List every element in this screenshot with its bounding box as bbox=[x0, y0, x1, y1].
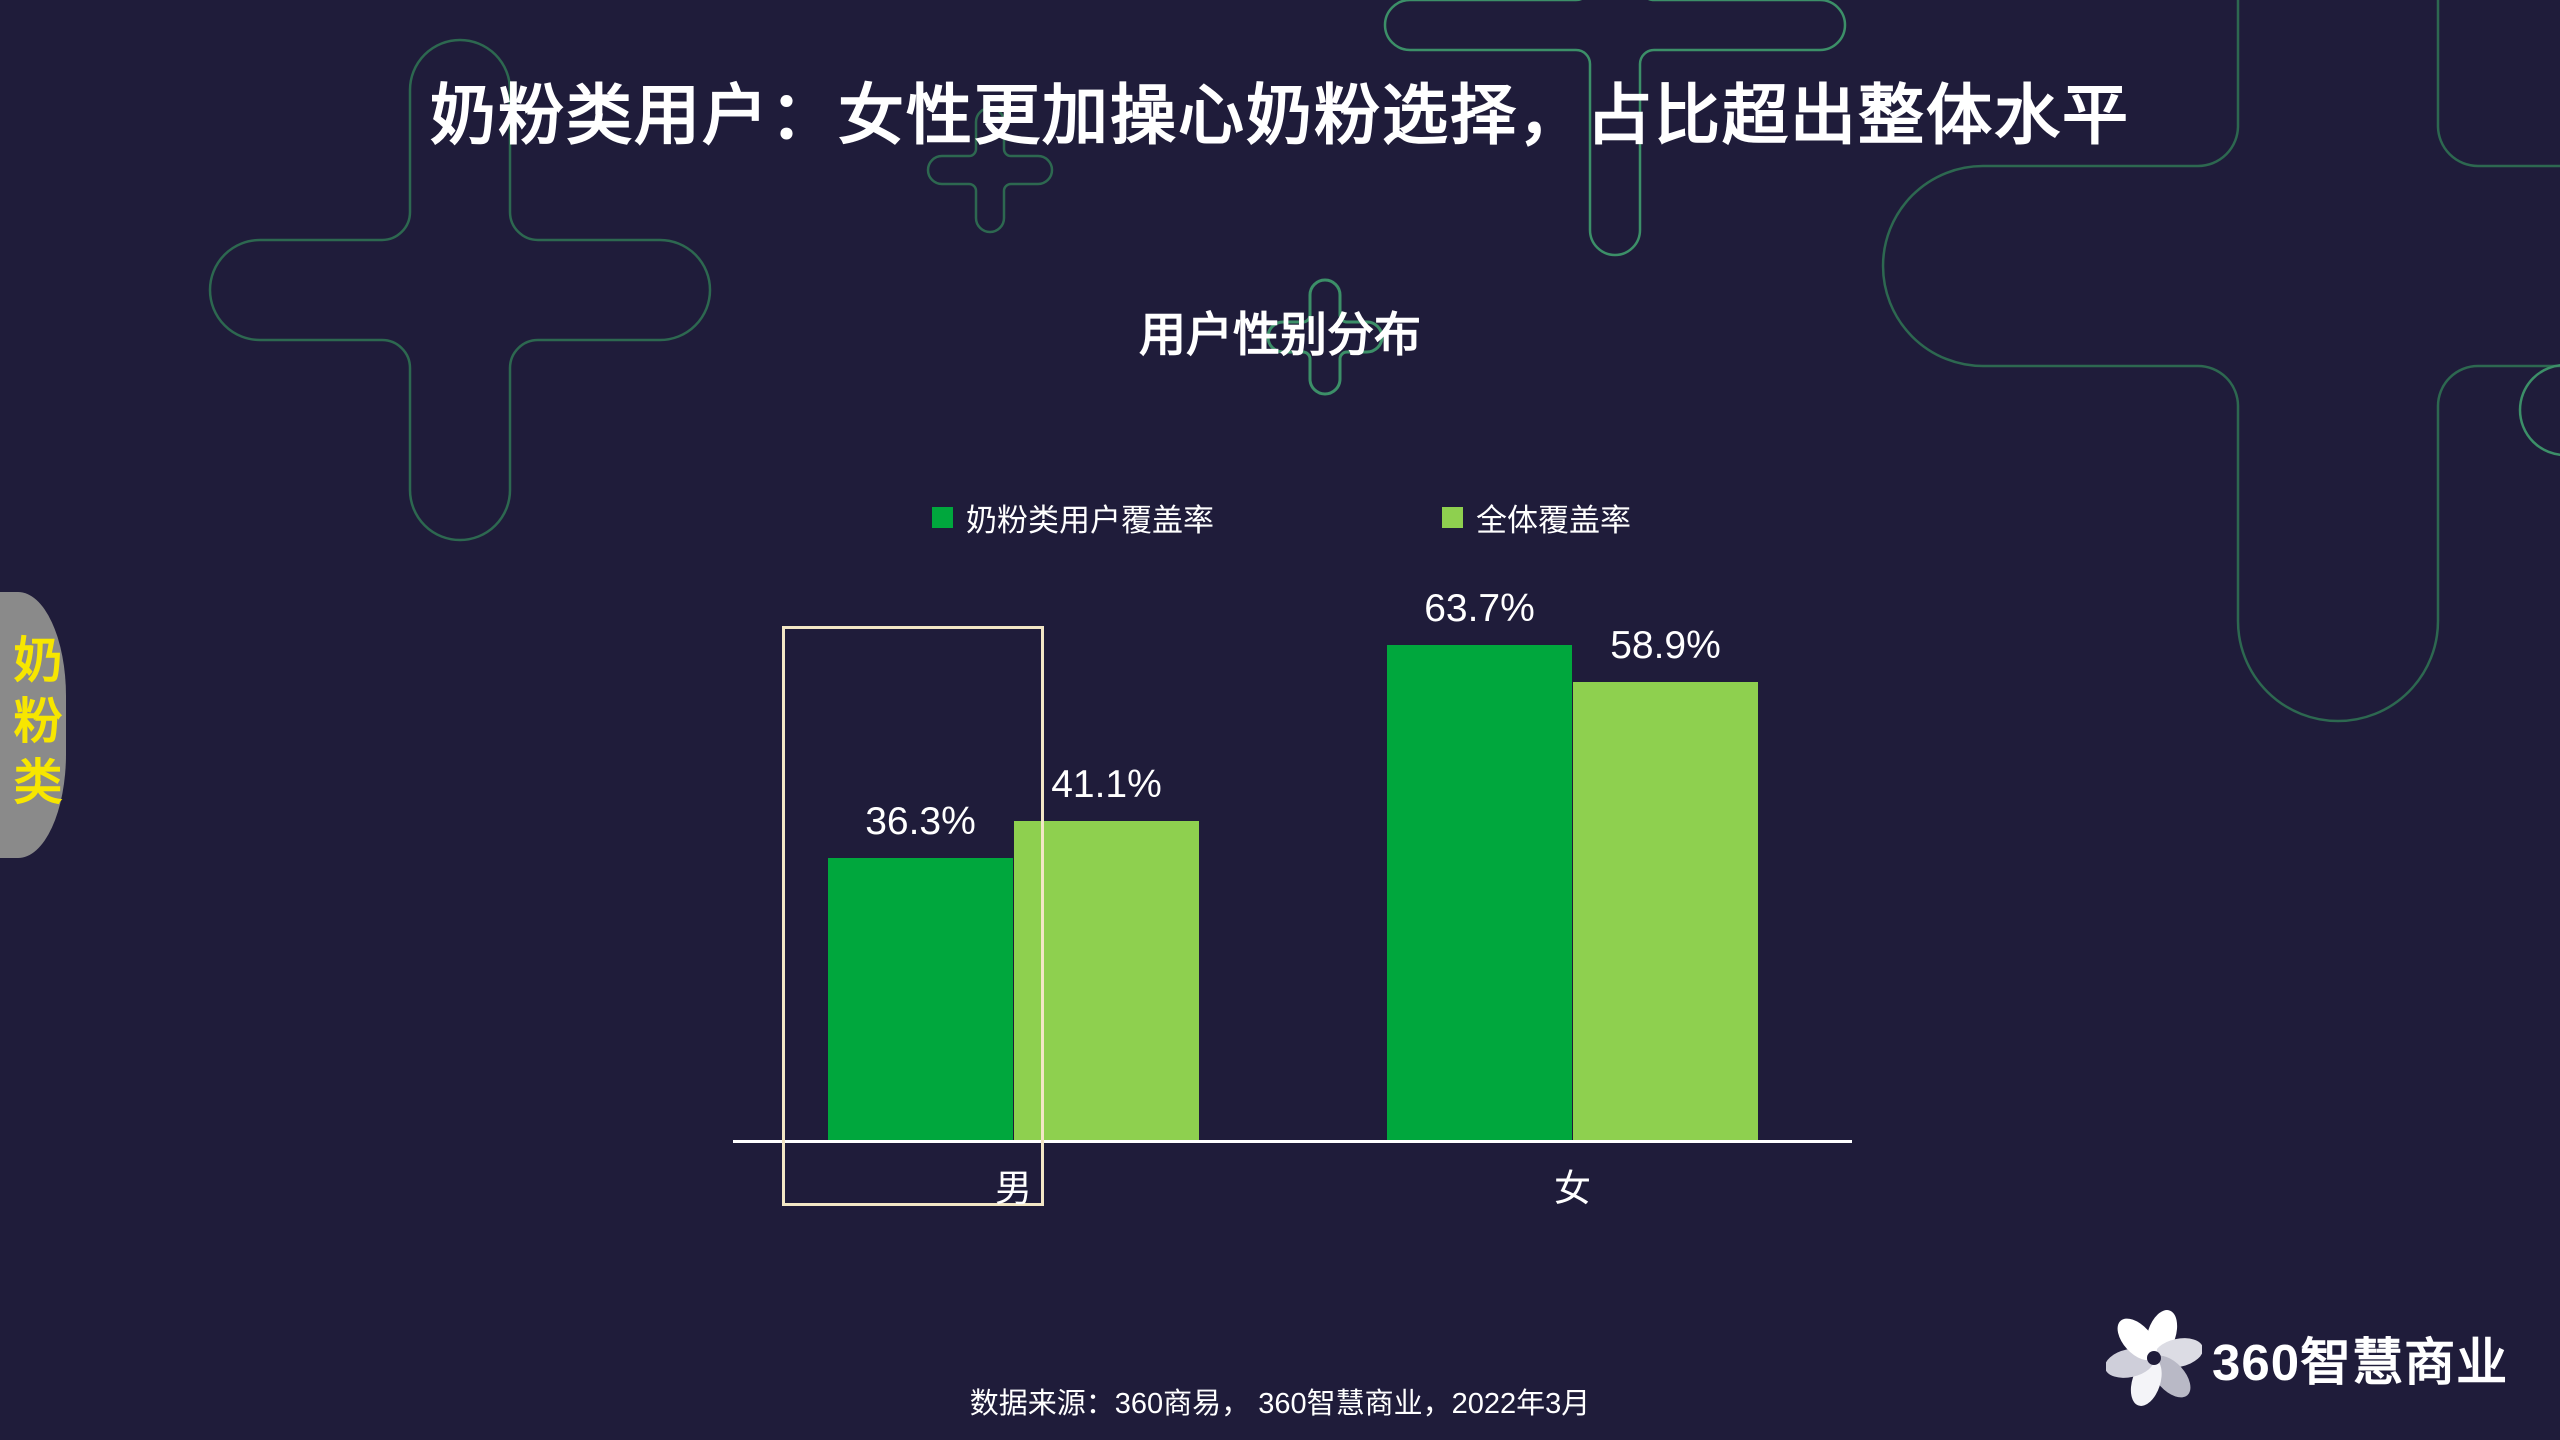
edge-circle-decor bbox=[2518, 364, 2560, 456]
360-flower-icon bbox=[2106, 1310, 2202, 1406]
bar-value-label: 41.1% bbox=[1051, 763, 1162, 806]
brand-logo-text: 360智慧商业 bbox=[2212, 1334, 2509, 1391]
category-label-男: 男 bbox=[995, 1168, 1032, 1209]
bar-男-series-2 bbox=[1014, 821, 1199, 1142]
category-label-女: 女 bbox=[1554, 1168, 1591, 1209]
legend-swatch-icon bbox=[932, 506, 953, 528]
plus-outline-decor-2 bbox=[926, 106, 1054, 234]
bar-男-series-1 bbox=[828, 858, 1013, 1142]
chart-title: 用户性别分布 bbox=[1139, 308, 1421, 361]
flower-petal bbox=[2117, 1318, 2157, 1361]
bar-女-series-2 bbox=[1573, 682, 1758, 1142]
plus-outline-decor-3 bbox=[1383, 0, 1847, 257]
slide-title: 奶粉类用户：女性更加操心奶粉选择，占比超出整体水平 bbox=[430, 78, 2130, 152]
brand-logo: 360智慧商业 bbox=[2106, 1310, 2508, 1406]
x-axis-line bbox=[733, 1140, 1852, 1143]
data-source-note: 数据来源：360商易， 360智慧商业，2022年3月 bbox=[969, 1388, 1591, 1420]
legend-label: 全体覆盖率 bbox=[1476, 502, 1631, 538]
legend-item-1: 奶粉类用户覆盖率 bbox=[932, 497, 1214, 538]
category-side-tab: 奶粉类 bbox=[0, 592, 66, 858]
flower-petal bbox=[2151, 1355, 2191, 1398]
bar-value-label: 36.3% bbox=[865, 800, 976, 843]
legend-label: 奶粉类用户覆盖率 bbox=[966, 502, 1214, 538]
legend-item-2: 全体覆盖率 bbox=[1442, 497, 1631, 538]
bar-女-series-1 bbox=[1387, 645, 1572, 1142]
plus-outline-decor-5 bbox=[1881, 0, 2560, 723]
bar-value-label: 63.7% bbox=[1424, 587, 1535, 630]
plus-outline-decor-4 bbox=[1266, 278, 1384, 396]
plus-outline-decor-1 bbox=[208, 38, 712, 542]
bar-value-label: 58.9% bbox=[1610, 624, 1721, 667]
category-side-tab-label: 奶粉类 bbox=[6, 633, 61, 817]
legend-swatch-icon bbox=[1442, 506, 1463, 528]
